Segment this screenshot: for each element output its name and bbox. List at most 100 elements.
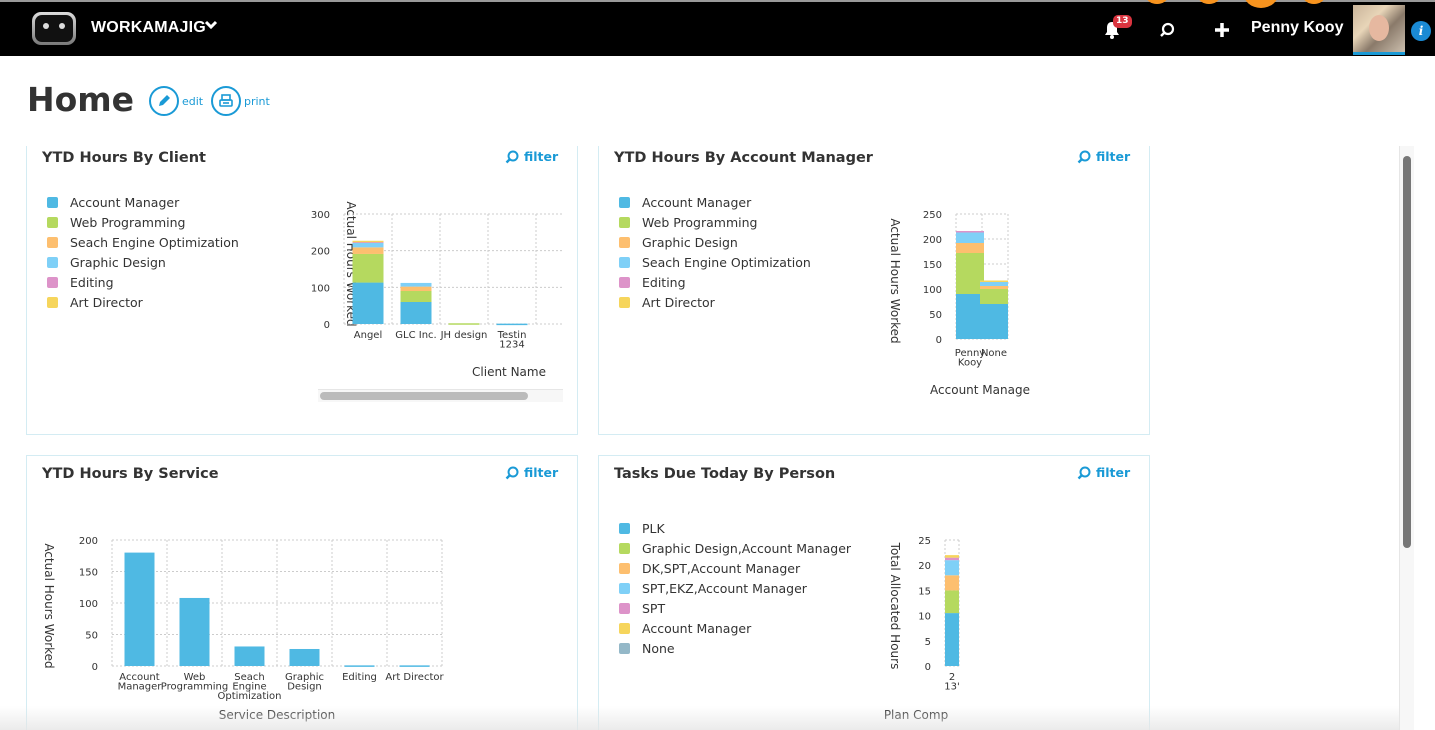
legend-swatch	[619, 562, 630, 574]
brand-menu[interactable]: WORKAMAJIG	[91, 19, 206, 36]
vertical-scrollbar[interactable]	[1399, 146, 1414, 730]
legend-item[interactable]: Account Manager	[47, 192, 239, 212]
y-tick-label: 100	[79, 599, 98, 610]
bar-segment	[945, 590, 959, 614]
bar	[124, 552, 155, 666]
legend-swatch	[619, 622, 630, 634]
x-tick-label: Graphic	[285, 672, 324, 683]
top-nav-bar: WORKAMAJIG 13 Penny Kooy i	[0, 0, 1435, 56]
y-tick-label: 150	[79, 568, 98, 579]
chart-legend: Account Manager Web Programming Seach Engi…	[47, 192, 239, 312]
user-avatar[interactable]	[1353, 5, 1405, 55]
legend-label: Web Programming	[70, 214, 186, 230]
bar-segment	[352, 253, 384, 283]
legend-item[interactable]: Graphic Design	[47, 252, 239, 272]
x-tick-label: Editing	[342, 672, 377, 683]
y-tick-label: 20	[918, 561, 931, 572]
scrollbar-thumb[interactable]	[320, 392, 528, 400]
edit-button[interactable]: edit	[149, 86, 203, 116]
widget-tasks-due-today-by-person: Tasks Due Today By Person filter PLK Grap…	[598, 455, 1150, 730]
legend-label: Art Director	[642, 294, 715, 310]
y-tick-label: 300	[311, 210, 330, 221]
bar-segment	[352, 247, 384, 254]
legend-item[interactable]: SPT,EKZ,Account Manager	[619, 578, 851, 598]
print-button[interactable]: print	[211, 86, 270, 116]
robot-logo-icon	[35, 15, 73, 42]
legend-swatch	[619, 522, 630, 534]
bar-segment	[956, 294, 984, 339]
legend-item[interactable]: Graphic Design	[619, 232, 811, 252]
bar-segment	[980, 281, 1008, 286]
print-label: print	[244, 94, 270, 108]
search-icon[interactable]	[1159, 22, 1175, 38]
legend-label: Art Director	[70, 294, 143, 310]
y-tick-label: 0	[92, 662, 98, 673]
bar-segment	[980, 289, 1008, 304]
y-axis-label: Actual Hours Worked	[42, 543, 56, 668]
legend-label: PLK	[642, 520, 665, 536]
legend-label: SPT	[642, 600, 666, 616]
y-tick-label: 0	[936, 335, 942, 346]
y-tick-label: 250	[923, 210, 942, 221]
legend-item[interactable]: SPT	[619, 598, 851, 618]
bar-segment	[945, 557, 959, 561]
bar-segment	[980, 286, 1008, 289]
bar-segment	[956, 243, 984, 253]
y-tick-label: 150	[923, 260, 942, 271]
legend-item[interactable]: Web Programming	[619, 212, 811, 232]
widget-title: YTD Hours By Client	[42, 150, 206, 166]
y-tick-label: 10	[918, 612, 931, 623]
x-tick-label: Engine	[232, 682, 266, 693]
legend-item[interactable]: Graphic Design,Account Manager	[619, 538, 851, 558]
legend-item[interactable]: Art Director	[47, 292, 239, 312]
chevron-down-icon[interactable]	[204, 18, 218, 34]
x-axis-label: Plan Comp	[884, 708, 948, 722]
legend-item[interactable]: Editing	[47, 272, 239, 292]
x-tick-label: Optimization	[218, 691, 282, 702]
legend-item[interactable]: Seach Engine Optimization	[619, 252, 811, 272]
legend-swatch	[47, 296, 58, 308]
x-tick-label: 13'	[944, 682, 959, 693]
legend-item[interactable]: Account Manager	[619, 618, 851, 638]
legend-item[interactable]: PLK	[619, 518, 851, 538]
notification-count-badge: 13	[1113, 15, 1132, 28]
x-tick-label: Seach	[234, 672, 264, 683]
info-icon[interactable]: i	[1411, 21, 1431, 41]
filter-button[interactable]: filter	[505, 149, 558, 164]
x-tick-label: 1234	[499, 340, 524, 351]
filter-button[interactable]: filter	[505, 465, 558, 480]
app-logo[interactable]	[32, 12, 76, 45]
search-icon	[1077, 466, 1091, 479]
legend-item[interactable]: Account Manager	[619, 192, 811, 212]
widget-ytd-hours-by-account-manager: YTD Hours By Account Manager filter Acco…	[598, 146, 1150, 435]
bar-segment	[352, 282, 384, 324]
legend-item[interactable]: None	[619, 638, 851, 658]
horizontal-scrollbar[interactable]	[318, 389, 563, 402]
legend-label: Seach Engine Optimization	[70, 234, 239, 250]
x-axis-label: Account Manage	[930, 383, 1030, 397]
legend-label: Editing	[642, 274, 686, 290]
add-icon[interactable]	[1214, 22, 1230, 38]
legend-label: None	[642, 640, 675, 656]
search-icon	[505, 150, 519, 163]
legend-item[interactable]: Web Programming	[47, 212, 239, 232]
filter-button[interactable]: filter	[1077, 465, 1130, 480]
x-tick-label: GLC Inc.	[395, 330, 436, 341]
bar-segment	[400, 291, 432, 302]
edit-label: edit	[182, 94, 204, 108]
legend-item[interactable]: Editing	[619, 272, 811, 292]
legend-item[interactable]: Art Director	[619, 292, 811, 312]
scrollbar-thumb[interactable]	[1403, 156, 1411, 548]
y-tick-label: 0	[925, 662, 931, 673]
x-tick-label: None	[981, 348, 1007, 359]
legend-item[interactable]: Seach Engine Optimization	[47, 232, 239, 252]
user-name[interactable]: Penny Kooy	[1251, 19, 1344, 36]
legend-label: Graphic Design	[642, 234, 738, 250]
legend-item[interactable]: DK,SPT,Account Manager	[619, 558, 851, 578]
filter-button[interactable]: filter	[1077, 149, 1130, 164]
legend-label: Account Manager	[70, 194, 180, 210]
filter-label: filter	[1096, 149, 1131, 164]
x-tick-label: Testin	[497, 330, 527, 341]
widget-ytd-hours-by-client: YTD Hours By Client filter Account Manag…	[26, 146, 578, 435]
x-tick-label: JH design	[440, 330, 488, 341]
